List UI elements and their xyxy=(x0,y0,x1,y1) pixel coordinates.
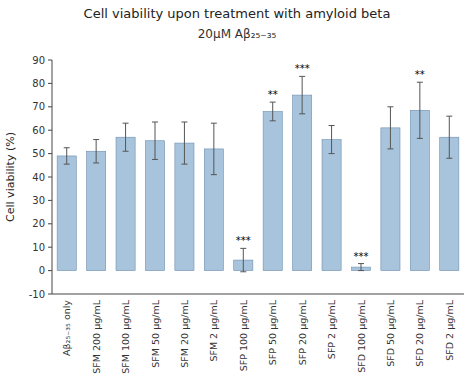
chart: Cell viability upon treatment with amylo… xyxy=(0,0,474,378)
x-tick-label: SFM 2 μg/mL xyxy=(208,299,219,361)
error-bar xyxy=(123,123,129,151)
error-bar xyxy=(358,264,364,271)
bar xyxy=(263,111,282,270)
y-tick xyxy=(48,294,52,295)
marks xyxy=(57,76,459,271)
y-tick xyxy=(48,83,52,84)
y-tick-label: 20 xyxy=(32,218,45,229)
bar xyxy=(322,140,341,271)
title: Cell viability upon treatment with amylo… xyxy=(84,6,391,21)
y-axis xyxy=(52,60,53,294)
y-tick-label: 30 xyxy=(32,195,45,206)
error-bar xyxy=(152,122,158,159)
x-tick-label: SFP 100 μg/mL xyxy=(238,299,249,371)
x-tick-label: SFD 100 μg/mL xyxy=(356,299,367,373)
y-tick xyxy=(48,106,52,107)
x-tick-label: SFM 20 μg/mL xyxy=(179,299,190,367)
y-tick-label: 70 xyxy=(32,101,45,112)
y-tick-label: 60 xyxy=(32,125,45,136)
y-tick-label: 90 xyxy=(32,55,45,66)
y-tick xyxy=(48,153,52,154)
bar xyxy=(381,128,400,271)
x-tick-label: SFD 20 μg/mL xyxy=(414,299,425,366)
x-tick-label: SFM 200 μg/mL xyxy=(91,299,102,373)
y-tick xyxy=(48,270,52,271)
bar xyxy=(87,151,106,270)
y-tick xyxy=(48,247,52,248)
x-tick-label: SFM 50 μg/mL xyxy=(150,299,161,367)
annotation: ** xyxy=(415,69,425,80)
x-tick-label: SFD 2 μg/mL xyxy=(444,299,455,360)
x-axis xyxy=(52,294,464,295)
error-bar xyxy=(240,248,246,271)
y-tick-label: 0 xyxy=(39,265,45,276)
y-tick xyxy=(48,177,52,178)
y-tick-label: 10 xyxy=(32,242,45,253)
y-tick xyxy=(48,130,52,131)
bar xyxy=(145,141,164,271)
annotation: *** xyxy=(354,251,369,262)
annotation: *** xyxy=(295,63,310,74)
x-tick-label: SFP 20 μg/mL xyxy=(297,299,308,365)
error-bar xyxy=(181,122,187,164)
y-tick-label: 50 xyxy=(32,148,45,159)
error-bar xyxy=(93,140,99,163)
bar xyxy=(293,95,312,271)
error-bar xyxy=(64,148,70,164)
error-bar xyxy=(417,82,423,138)
y-tick xyxy=(48,200,52,201)
x-tick-label: Aβ₂₅₋₃₅ only xyxy=(61,300,72,356)
x-tick-label: SFD 50 μg/mL xyxy=(385,299,396,366)
x-tick-label: SFP 2 μg/mL xyxy=(326,299,337,359)
x-tick-label: SFP 50 μg/mL xyxy=(267,299,278,365)
y-tick xyxy=(48,223,52,224)
y-label: Cell viability (%) xyxy=(4,132,17,222)
annotation: ** xyxy=(268,89,278,100)
error-bar xyxy=(270,102,276,121)
error-bar xyxy=(446,116,452,158)
y-tick-label: 80 xyxy=(32,78,45,89)
y-tick-label: 40 xyxy=(32,172,45,183)
annotation: *** xyxy=(236,235,251,246)
y-tick xyxy=(48,60,52,61)
x-tick-label: SFM 100 μg/mL xyxy=(120,299,131,373)
bar xyxy=(57,156,76,271)
bar xyxy=(116,137,135,270)
y-tick-label: -10 xyxy=(29,289,45,300)
error-bar xyxy=(211,123,217,174)
subtitle: 20μM Aβ₂₅₋₃₅ xyxy=(198,27,277,41)
error-bar xyxy=(387,107,393,149)
error-bar xyxy=(299,76,305,113)
error-bar xyxy=(329,126,335,154)
